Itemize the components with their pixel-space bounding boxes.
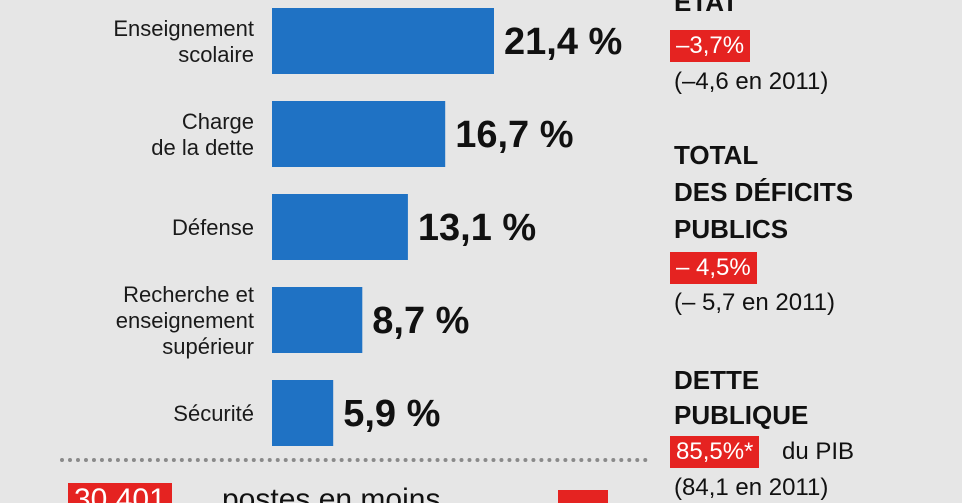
deficits-heading-line-2: DES DÉFICITS (674, 177, 854, 207)
side-panel (650, 0, 962, 503)
dette-value-suffix: du PIB (782, 438, 855, 465)
bar-0 (272, 8, 494, 74)
dette-value: 85,5%* (670, 436, 760, 468)
etat-note: (–4,6 en 2011) (674, 68, 829, 95)
value-label-4: 5,9 % (343, 393, 440, 435)
value-label-0: 21,4 % (504, 21, 622, 63)
category-label-3-1: enseignement (116, 308, 254, 333)
dette-heading-line-1: DETTE (674, 365, 760, 395)
category-label-0-1: scolaire (178, 42, 254, 67)
deficits-heading-line-1: TOTAL (674, 140, 759, 170)
category-label-0-0: Enseignement (113, 16, 254, 41)
value-label-3: 8,7 % (372, 300, 469, 342)
deficits-note: (– 5,7 en 2011) (674, 289, 836, 316)
category-label-2-0: Défense (172, 215, 254, 240)
value-label-2: 13,1 % (418, 207, 536, 249)
deficits-heading-line-3: PUBLICS (674, 214, 789, 244)
deficits-value: – 4,5% (670, 252, 757, 284)
category-label-1-0: Charge (182, 109, 254, 134)
bar-1 (272, 101, 446, 167)
category-label-4-0: Sécurité (173, 401, 254, 426)
category-label-1-1: de la dette (151, 135, 254, 160)
value-label-1: 16,7 % (455, 114, 573, 156)
category-label-3-2: supérieur (162, 334, 254, 359)
bar-4 (272, 380, 334, 446)
etat-heading: ÉTAT (674, 0, 739, 17)
footer-divider (60, 458, 648, 462)
category-label-3-0: Recherche et (123, 282, 254, 307)
bar-3 (272, 287, 363, 353)
etat-value: –3,7% (670, 30, 751, 62)
footer-badge: 30 401 (68, 483, 172, 503)
footer-red-marker (558, 490, 608, 503)
bar-2 (272, 194, 408, 260)
dette-note: (84,1 en 2011) (674, 474, 829, 501)
footer-text: postes en moins (222, 483, 441, 503)
dette-heading-line-2: PUBLIQUE (674, 400, 809, 430)
